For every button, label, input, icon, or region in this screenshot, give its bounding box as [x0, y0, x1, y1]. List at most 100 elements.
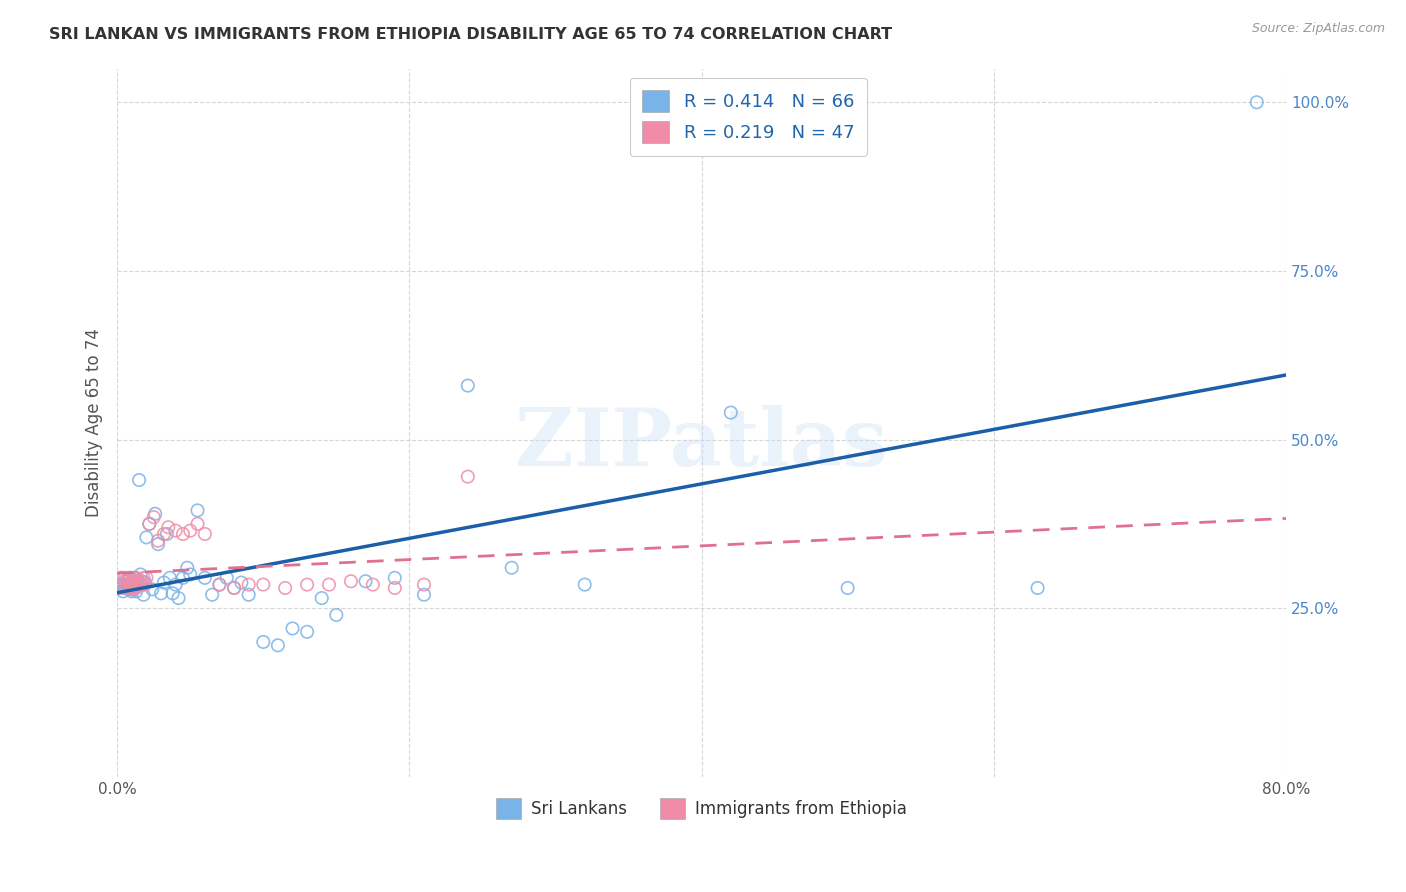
- Point: [146, 533, 169, 548]
- Point: [138, 516, 160, 531]
- Point: [238, 577, 260, 591]
- Point: [115, 577, 138, 591]
- Point: [108, 581, 131, 595]
- Point: [120, 571, 142, 585]
- Point: [115, 581, 138, 595]
- Point: [131, 577, 153, 591]
- Point: [384, 581, 406, 595]
- Point: [120, 575, 142, 590]
- Point: [128, 577, 150, 591]
- Point: [110, 571, 132, 585]
- Point: [112, 577, 135, 591]
- Point: [121, 584, 143, 599]
- Point: [129, 567, 152, 582]
- Point: [132, 588, 155, 602]
- Point: [457, 469, 479, 483]
- Point: [208, 577, 231, 591]
- Point: [122, 582, 145, 597]
- Point: [124, 581, 146, 595]
- Point: [574, 577, 596, 591]
- Point: [354, 574, 377, 589]
- Point: [114, 581, 136, 595]
- Y-axis label: Disability Age 65 to 74: Disability Age 65 to 74: [86, 328, 103, 517]
- Point: [252, 577, 274, 591]
- Point: [121, 577, 143, 591]
- Point: [215, 571, 238, 585]
- Point: [457, 378, 479, 392]
- Point: [413, 588, 436, 602]
- Point: [128, 473, 150, 487]
- Point: [143, 507, 166, 521]
- Text: ZIPatlas: ZIPatlas: [516, 405, 887, 483]
- Point: [222, 581, 245, 595]
- Point: [186, 516, 208, 531]
- Point: [311, 591, 333, 606]
- Point: [238, 588, 260, 602]
- Point: [361, 577, 384, 591]
- Point: [146, 537, 169, 551]
- Point: [194, 527, 217, 541]
- Point: [118, 573, 141, 587]
- Point: [501, 560, 523, 574]
- Point: [720, 406, 742, 420]
- Point: [208, 577, 231, 591]
- Point: [413, 577, 436, 591]
- Point: [162, 586, 184, 600]
- Point: [117, 577, 139, 591]
- Point: [125, 584, 148, 599]
- Point: [117, 574, 139, 589]
- Point: [167, 591, 190, 606]
- Point: [117, 574, 139, 589]
- Point: [165, 524, 187, 538]
- Point: [172, 527, 194, 541]
- Point: [318, 577, 340, 591]
- Point: [118, 571, 141, 585]
- Point: [115, 581, 138, 595]
- Point: [186, 503, 208, 517]
- Text: Source: ZipAtlas.com: Source: ZipAtlas.com: [1251, 22, 1385, 36]
- Point: [124, 575, 146, 590]
- Point: [131, 574, 153, 589]
- Legend: Sri Lankans, Immigrants from Ethiopia: Sri Lankans, Immigrants from Ethiopia: [489, 791, 914, 825]
- Point: [384, 571, 406, 585]
- Point: [122, 577, 145, 591]
- Point: [122, 571, 145, 585]
- Point: [141, 582, 163, 597]
- Point: [112, 584, 135, 599]
- Point: [127, 574, 149, 589]
- Point: [1026, 581, 1049, 595]
- Point: [135, 571, 157, 585]
- Point: [129, 577, 152, 591]
- Point: [153, 575, 176, 590]
- Point: [231, 575, 253, 590]
- Point: [114, 571, 136, 585]
- Point: [165, 577, 187, 591]
- Point: [122, 573, 145, 587]
- Point: [127, 577, 149, 591]
- Point: [156, 527, 179, 541]
- Point: [138, 516, 160, 531]
- Point: [110, 571, 132, 585]
- Point: [118, 577, 141, 591]
- Point: [274, 581, 297, 595]
- Point: [172, 571, 194, 585]
- Point: [159, 571, 181, 585]
- Point: [295, 624, 318, 639]
- Point: [267, 638, 290, 652]
- Point: [179, 524, 201, 538]
- Point: [125, 571, 148, 585]
- Point: [340, 574, 363, 589]
- Point: [837, 581, 859, 595]
- Point: [1246, 95, 1268, 110]
- Point: [194, 571, 217, 585]
- Point: [201, 588, 224, 602]
- Point: [135, 530, 157, 544]
- Point: [134, 575, 156, 590]
- Point: [125, 581, 148, 595]
- Point: [134, 577, 156, 591]
- Point: [108, 577, 131, 591]
- Point: [142, 510, 165, 524]
- Point: [124, 571, 146, 585]
- Point: [124, 580, 146, 594]
- Text: SRI LANKAN VS IMMIGRANTS FROM ETHIOPIA DISABILITY AGE 65 TO 74 CORRELATION CHART: SRI LANKAN VS IMMIGRANTS FROM ETHIOPIA D…: [49, 27, 893, 42]
